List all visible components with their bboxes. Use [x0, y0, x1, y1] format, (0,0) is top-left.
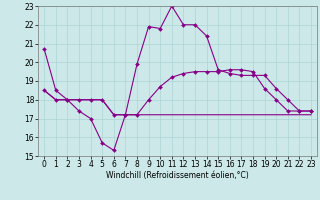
X-axis label: Windchill (Refroidissement éolien,°C): Windchill (Refroidissement éolien,°C) [106, 171, 249, 180]
